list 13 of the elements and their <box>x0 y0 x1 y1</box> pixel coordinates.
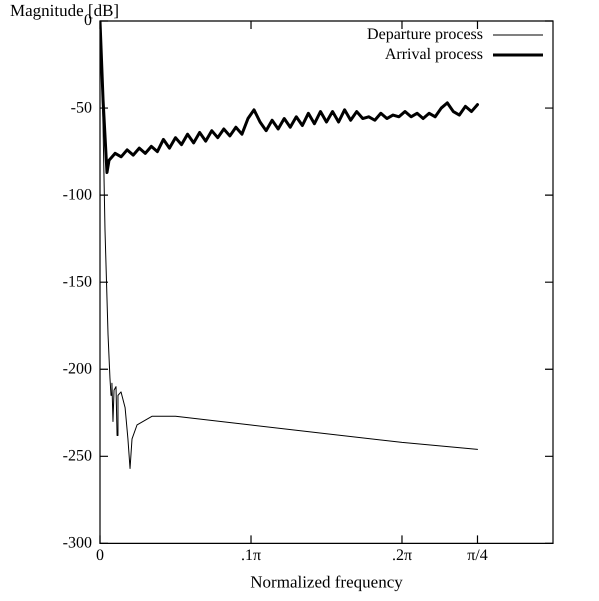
x-tick-label: π/4 <box>467 547 488 564</box>
x-tick-label: .2π <box>392 547 412 564</box>
legend-label: Departure process <box>367 26 483 44</box>
x-axis-title: Normalized frequency <box>250 572 404 592</box>
x-tick-label: .1π <box>240 547 262 564</box>
y-tick-label: -100 <box>62 186 92 204</box>
y-tick-label: -300 <box>62 534 92 552</box>
y-tick-label: -250 <box>62 448 92 465</box>
x-tick-label: 0 <box>96 547 104 564</box>
y-tick-label: -150 <box>62 273 92 290</box>
legend-label: Arrival process <box>384 46 483 64</box>
y-tick-label: -50 <box>70 99 92 116</box>
y-tick-label: -200 <box>62 360 92 378</box>
